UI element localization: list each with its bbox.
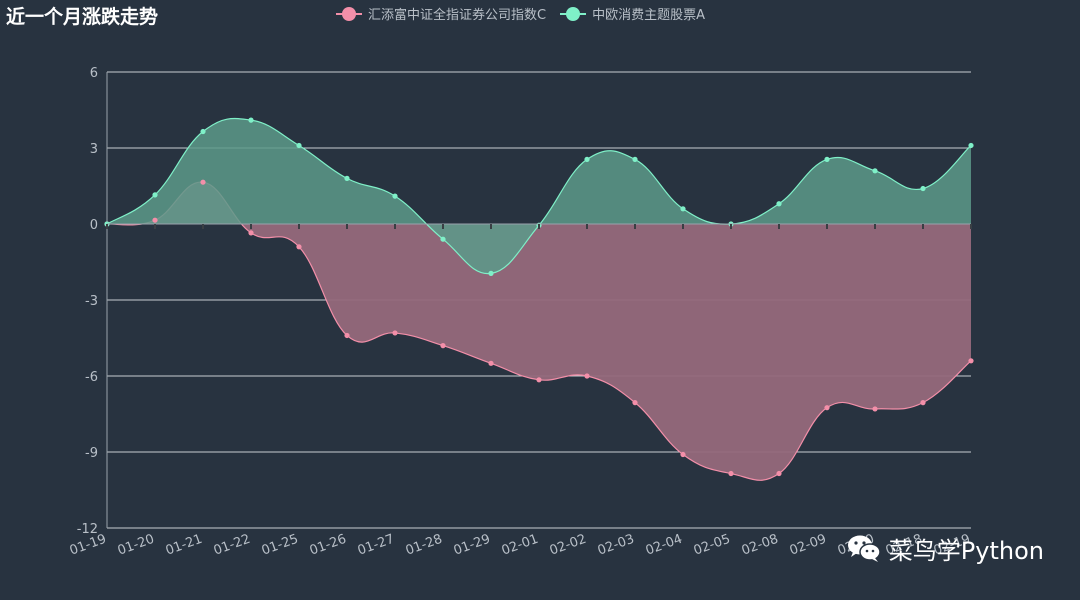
y-tick-label: -3 <box>85 294 98 309</box>
data-point-series-1 <box>680 451 686 458</box>
data-point-series-1 <box>728 470 734 477</box>
x-tick-label: 01-25 <box>260 532 301 559</box>
data-point-series-2 <box>200 128 206 135</box>
data-point-series-1 <box>152 217 158 223</box>
wechat-icon <box>847 535 881 562</box>
data-point-series-1 <box>632 400 638 406</box>
data-point-series-1 <box>968 358 974 364</box>
x-tick-label: 02-02 <box>548 532 589 559</box>
x-tick-label: 01-21 <box>164 532 205 559</box>
data-point-series-1 <box>344 332 350 339</box>
data-point-series-2 <box>920 185 926 192</box>
legend-item-series-1[interactable]: 汇添富中证全指证券公司指数C <box>336 4 546 23</box>
y-tick-label: -12 <box>77 522 98 537</box>
data-point-series-2 <box>392 193 398 199</box>
data-point-series-1 <box>488 360 494 366</box>
data-point-series-1 <box>920 400 926 406</box>
y-tick-label: -9 <box>85 446 98 461</box>
data-point-series-2 <box>680 206 686 212</box>
x-tick-label: 02-04 <box>644 532 685 559</box>
x-tick-label: 01-20 <box>116 532 157 559</box>
data-point-series-1 <box>248 230 254 236</box>
data-point-series-1 <box>776 470 782 477</box>
x-tick-label: 01-22 <box>212 532 253 559</box>
x-tick-label: 02-01 <box>500 532 541 559</box>
legend: 汇添富中证全指证券公司指数C 中欧消费主题股票A <box>336 4 705 23</box>
data-point-series-2 <box>488 270 494 276</box>
legend-swatch-series-2 <box>560 6 587 21</box>
data-point-series-2 <box>968 142 974 149</box>
y-tick-label: 6 <box>90 66 98 81</box>
data-point-series-2 <box>440 236 446 242</box>
y-tick-label: 0 <box>90 218 98 233</box>
chart-title: 近一个月涨跌走势 <box>6 6 159 28</box>
data-point-series-1 <box>392 330 398 336</box>
x-tick-label: 01-28 <box>404 532 445 559</box>
legend-label-series-1: 汇添富中证全指证券公司指数C <box>368 8 547 23</box>
x-tick-label: 01-29 <box>452 532 493 559</box>
data-point-series-1 <box>200 179 206 185</box>
area-series-2 <box>107 118 971 274</box>
data-point-series-2 <box>296 142 302 149</box>
data-point-series-1 <box>296 244 302 250</box>
area-series-1 <box>107 182 971 481</box>
data-point-series-2 <box>632 156 638 162</box>
watermark-text: 菜鸟学Python <box>888 537 1044 565</box>
data-point-series-1 <box>872 406 878 412</box>
x-tick-label: 02-09 <box>788 532 829 559</box>
data-point-series-2 <box>344 175 350 181</box>
data-point-series-2 <box>824 156 830 162</box>
data-point-series-2 <box>152 192 158 198</box>
watermark: 菜鸟学Python <box>847 531 1044 566</box>
x-tick-label: 02-08 <box>740 532 781 559</box>
x-tick-label: 01-26 <box>308 532 349 559</box>
data-point-series-2 <box>248 117 254 123</box>
data-point-series-2 <box>776 201 782 207</box>
data-point-series-2 <box>872 168 878 174</box>
x-tick-label: 02-03 <box>596 532 637 559</box>
data-point-series-1 <box>584 373 590 379</box>
y-tick-label: 3 <box>90 142 98 157</box>
legend-swatch-series-1 <box>336 6 362 21</box>
data-point-series-1 <box>536 377 542 383</box>
legend-item-series-2[interactable]: 中欧消费主题股票A <box>560 4 705 23</box>
data-point-series-2 <box>584 156 590 162</box>
data-point-series-1 <box>440 343 446 349</box>
x-tick-label: 02-05 <box>692 532 733 559</box>
legend-label-series-2: 中欧消费主题股票A <box>592 8 705 23</box>
y-tick-label: -6 <box>85 370 98 385</box>
data-point-series-1 <box>824 405 830 411</box>
x-tick-label: 01-27 <box>356 532 397 559</box>
